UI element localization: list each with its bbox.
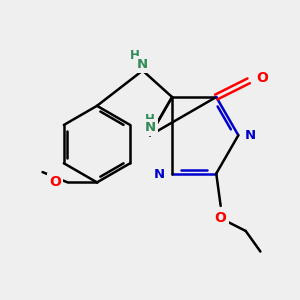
Text: N: N	[153, 169, 164, 182]
Text: H: H	[130, 49, 140, 62]
Text: O: O	[215, 211, 226, 225]
Text: O: O	[49, 176, 61, 189]
Text: H: H	[145, 112, 155, 126]
Text: N: N	[144, 122, 156, 134]
Text: O: O	[256, 71, 268, 85]
Text: N: N	[137, 58, 148, 71]
Text: N: N	[244, 129, 256, 142]
